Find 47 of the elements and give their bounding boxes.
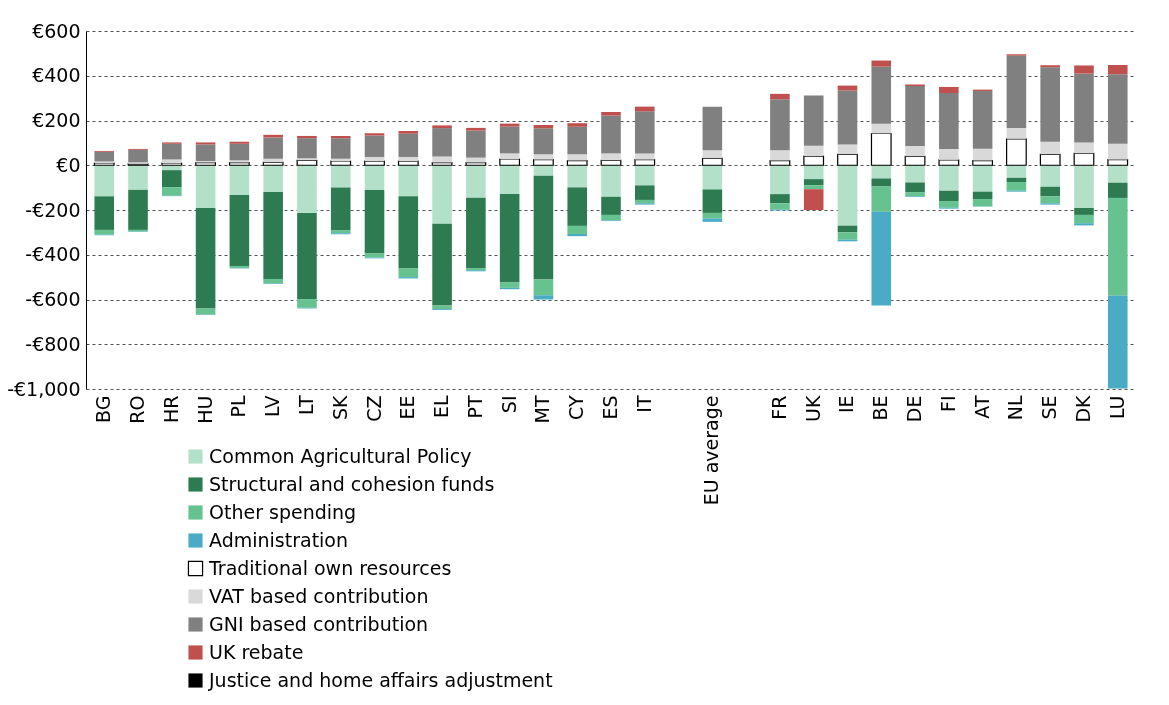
x-tick-label: CZ <box>362 395 385 422</box>
legend-label: Administration <box>209 528 349 551</box>
x-tick-label: FI <box>936 395 959 413</box>
x-tick-label: LT <box>294 395 317 416</box>
x-tick-label: HU <box>193 395 216 424</box>
legend-label: VAT based contribution <box>209 584 429 607</box>
y-tick-label: -€200 <box>25 198 81 221</box>
x-tick-label: SI <box>497 395 520 414</box>
y-tick-label: €400 <box>32 64 81 87</box>
x-tick-label: PT <box>463 395 486 419</box>
x-tick-label: FR <box>767 395 790 420</box>
y-tick-label: €200 <box>32 109 81 131</box>
y-tick-label: -€1,000 <box>7 377 81 400</box>
x-tick-label: HR <box>159 395 182 423</box>
y-tick-label: €0 <box>56 153 81 176</box>
x-tick-label: SK <box>328 394 351 421</box>
x-tick-label: RO <box>126 395 149 424</box>
legend-label: Structural and cohesion funds <box>209 472 495 495</box>
x-tick-label: IT <box>632 395 655 413</box>
y-tick-label: -€400 <box>25 243 81 266</box>
x-tick-label: LV <box>261 395 284 417</box>
legend-label: UK rebate <box>209 640 304 663</box>
x-tick-label: EL <box>430 395 453 419</box>
x-tick-label: LU <box>1105 395 1128 420</box>
x-tick-label: EU average <box>700 395 723 506</box>
legend-label: GNI based contribution <box>209 612 429 635</box>
x-tick-label: CY <box>565 395 588 421</box>
x-tick-label: MT <box>531 395 554 424</box>
x-tick-label: UK <box>801 394 824 422</box>
x-tick-label: NL <box>1004 395 1027 421</box>
x-tick-label: DE <box>903 395 926 423</box>
legend-label: Traditional own resources <box>208 556 452 579</box>
legend-label: Common Agricultural Policy <box>209 444 472 467</box>
y-tick-label: -€600 <box>25 288 81 310</box>
legend-label: Justice and home affairs adjustment <box>208 668 553 691</box>
y-tick-label: €600 <box>32 19 81 42</box>
x-tick-label: ES <box>599 395 621 420</box>
x-tick-label: SE <box>1038 395 1061 420</box>
x-tick-label: IE <box>835 395 858 414</box>
y-tick-label: -€800 <box>25 332 81 355</box>
x-tick-label: BE <box>869 395 892 421</box>
x-tick-label: EE <box>396 395 419 420</box>
x-tick-label: BG <box>92 395 115 423</box>
legend-label: Other spending <box>209 500 357 523</box>
x-tick-label: PL <box>227 395 250 418</box>
x-tick-label: AT <box>970 395 993 419</box>
x-tick-label: DK <box>1071 394 1094 423</box>
